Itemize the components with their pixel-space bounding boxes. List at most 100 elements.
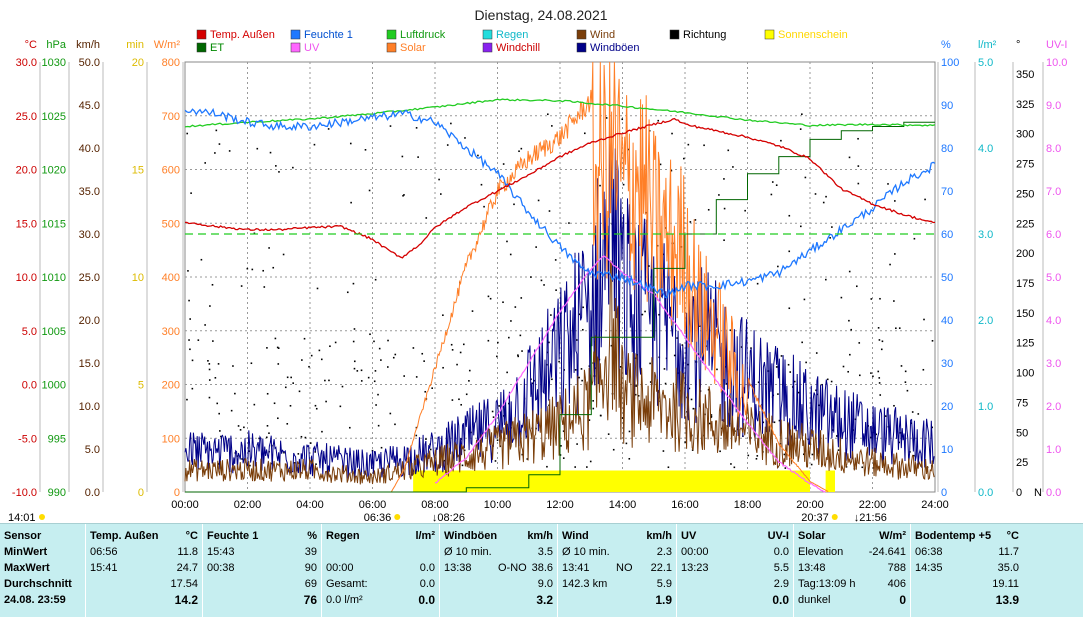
direction-dot: [360, 380, 363, 382]
legend-label: Windchill: [496, 42, 540, 54]
direction-dot: [375, 404, 377, 406]
direction-dot: [663, 368, 666, 370]
series-marks: [184, 61, 936, 493]
axis-tick-label: 10: [941, 444, 953, 456]
direction-dot: [551, 125, 553, 127]
direction-dot: [775, 366, 778, 368]
axis-tick-label: 5.0: [1046, 272, 1061, 284]
axis-tick-label: 50.0: [79, 57, 100, 69]
direction-dot: [893, 300, 895, 302]
direction-dot: [256, 147, 259, 150]
direction-dot: [689, 221, 692, 223]
axis-tick-label: 1030: [42, 57, 66, 69]
direction-dot: [898, 327, 901, 329]
direction-dot: [592, 407, 595, 410]
direction-dot: [875, 433, 878, 436]
direction-dot: [463, 449, 466, 452]
sun-marker-label: 20:37: [801, 512, 829, 523]
legend-swatch: [764, 29, 775, 40]
axis-tick-label: 15: [132, 165, 144, 177]
wind-section: Wind km/h Ø 10 min. 2.3 13:41 NO 22.1 142.3 km 5…: [558, 524, 677, 617]
soil-row: 19.11: [992, 578, 1019, 590]
legend-swatch: [196, 42, 207, 53]
axis-tick-label: 700: [162, 111, 180, 123]
direction-dot: [517, 354, 519, 356]
axis-north-label: N: [1034, 487, 1042, 499]
direction-dot: [589, 460, 592, 463]
direction-dot: [402, 194, 404, 197]
direction-dot: [594, 367, 597, 369]
direction-dot: [778, 419, 781, 422]
direction-dot: [360, 369, 363, 372]
legend-label: ET: [210, 42, 224, 54]
direction-dot: [197, 339, 200, 341]
direction-dot: [258, 437, 260, 440]
direction-dot: [510, 320, 512, 322]
direction-dot: [315, 463, 317, 465]
direction-dot: [186, 398, 188, 401]
legend-label: UV: [304, 42, 320, 54]
direction-dot: [232, 365, 234, 367]
axis-tick-label: 40.0: [79, 143, 100, 155]
legend-label: Wind: [590, 29, 615, 41]
direction-dot: [352, 340, 355, 343]
axis-tick-label: 0: [1016, 487, 1022, 499]
rain-row: 00:00 0.0: [326, 562, 435, 574]
direction-dot: [483, 205, 485, 208]
axis-tick-label: 0.0: [85, 487, 100, 499]
direction-dot: [547, 113, 549, 116]
direction-dot: [513, 203, 515, 206]
axis-unit: °C: [25, 39, 37, 51]
direction-dot: [450, 122, 452, 125]
axis-tick-label: 3.0: [978, 229, 993, 241]
direction-dot: [421, 352, 424, 355]
axis-tick-label: -10.0: [12, 487, 37, 499]
direction-dot: [842, 365, 845, 368]
direction-dot: [755, 458, 758, 460]
direction-dot: [718, 194, 720, 196]
row-label-avg: Durchschnitt: [4, 578, 72, 590]
direction-dot: [803, 298, 806, 301]
left-axes: °C 30.0 25.0 20.0 15.0 10.0 5.0 0.0 -5.0 -10.0 hPa…: [12, 39, 184, 499]
direction-dot: [289, 404, 292, 407]
direction-dot: [209, 305, 211, 307]
direction-dot: [403, 194, 405, 196]
axis-tick-label: 60: [941, 229, 953, 241]
direction-dot: [394, 353, 397, 356]
axis-tick-label: 30.0: [79, 229, 100, 241]
direction-dot: [240, 285, 243, 287]
temp-unit: °C: [185, 530, 198, 542]
direction-dot: [681, 344, 684, 346]
direction-dot: [298, 390, 301, 393]
direction-dot: [412, 347, 415, 349]
direction-dot: [628, 457, 631, 460]
direction-dot: [684, 441, 686, 443]
soil-title: Bodentemp +5: [915, 530, 992, 542]
direction-dot: [625, 442, 628, 445]
direction-dot: [520, 147, 523, 150]
direction-dot: [530, 276, 532, 278]
direction-dot: [187, 270, 189, 272]
solar-line: [390, 61, 829, 493]
direction-dot: [208, 363, 211, 365]
direction-dot: [592, 400, 594, 402]
direction-dot: [506, 371, 508, 374]
direction-dot: [208, 368, 211, 371]
direction-dot: [814, 193, 817, 195]
x-tick-label: 02:00: [234, 499, 262, 511]
direction-dot: [204, 162, 206, 164]
direction-dot: [887, 183, 889, 185]
x-tick-label: 06:00: [359, 499, 387, 511]
direction-dot: [894, 200, 896, 202]
axis-tick-label: 325: [1016, 99, 1034, 111]
axis-tick-label: 995: [48, 433, 66, 445]
soil-current: 13.9: [995, 593, 1019, 607]
direction-dot: [837, 449, 840, 451]
direction-dot: [703, 144, 705, 147]
direction-dot: [321, 430, 323, 433]
hum-current: 76: [303, 593, 317, 607]
direction-dot: [607, 433, 610, 435]
direction-dot: [777, 265, 779, 268]
direction-dot: [724, 365, 726, 368]
direction-dot: [496, 355, 498, 358]
